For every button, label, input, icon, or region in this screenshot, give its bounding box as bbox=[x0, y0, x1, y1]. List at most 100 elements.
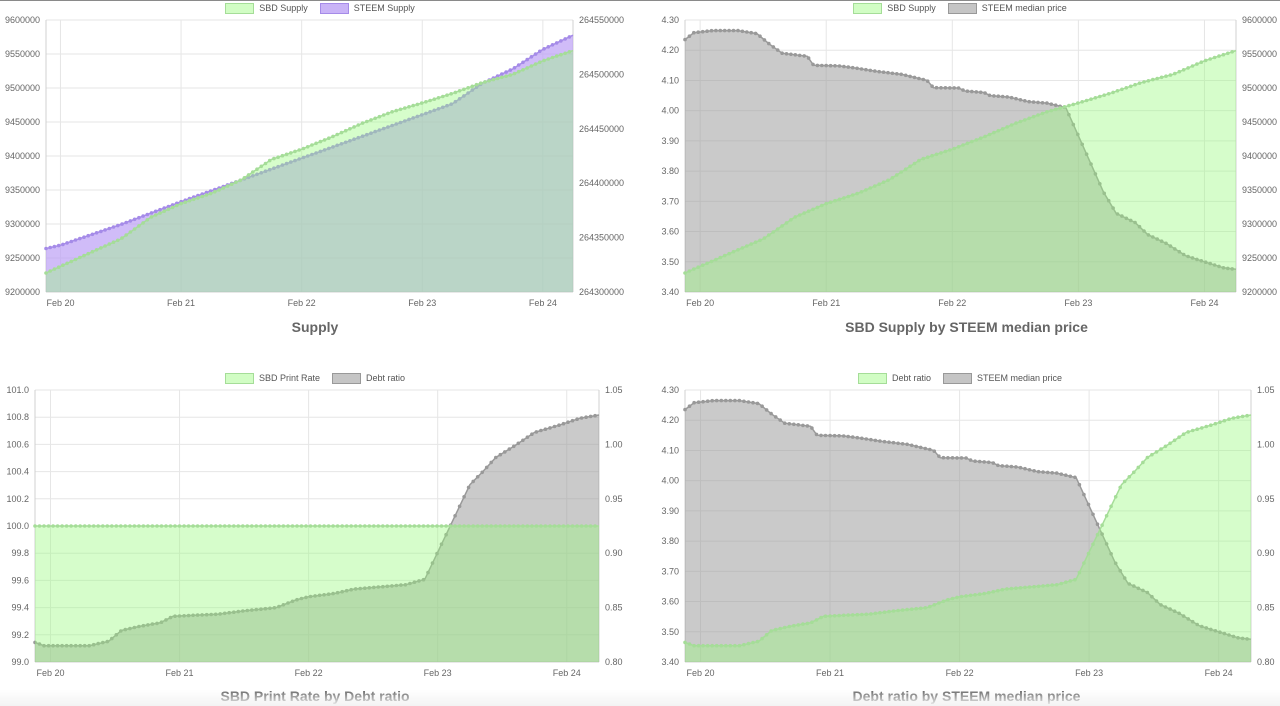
data-point bbox=[819, 615, 823, 620]
data-point bbox=[956, 86, 961, 90]
data-point bbox=[105, 524, 110, 528]
y-left-tick-label: 3.50 bbox=[661, 257, 679, 267]
data-point bbox=[1155, 76, 1159, 81]
data-point bbox=[48, 269, 52, 273]
data-point bbox=[137, 524, 141, 528]
data-point bbox=[961, 88, 965, 92]
data-point bbox=[1190, 64, 1195, 68]
data-point bbox=[579, 416, 584, 420]
legend-item[interactable]: STEEM median price bbox=[947, 2, 1067, 14]
data-point bbox=[339, 130, 344, 135]
y-left-tick-label: 9250000 bbox=[5, 253, 40, 263]
legend-item[interactable]: Debt ratio bbox=[332, 372, 405, 384]
data-point bbox=[742, 642, 746, 647]
y-left-tick-label: 3.60 bbox=[661, 597, 679, 607]
data-point bbox=[314, 151, 318, 155]
data-point bbox=[886, 178, 890, 183]
legend-item[interactable]: Debt ratio bbox=[857, 372, 931, 384]
data-point bbox=[218, 612, 222, 616]
data-point bbox=[87, 524, 91, 528]
data-point bbox=[1064, 473, 1068, 477]
data-point bbox=[1023, 99, 1027, 103]
data-point bbox=[1240, 414, 1245, 419]
data-point bbox=[588, 414, 593, 419]
data-point bbox=[408, 524, 412, 528]
data-point bbox=[453, 99, 458, 104]
data-point bbox=[833, 198, 837, 203]
data-point bbox=[123, 524, 128, 528]
data-point bbox=[1186, 66, 1190, 70]
data-point bbox=[950, 596, 955, 601]
data-point bbox=[182, 524, 186, 528]
data-point bbox=[146, 524, 150, 528]
data-point bbox=[796, 423, 801, 427]
data-point bbox=[1045, 101, 1049, 105]
data-point bbox=[579, 524, 584, 528]
data-point bbox=[683, 407, 687, 412]
data-point bbox=[179, 201, 183, 206]
legend-label: SBD Print Rate bbox=[258, 373, 320, 383]
data-point bbox=[946, 597, 950, 602]
data-point bbox=[268, 606, 272, 611]
data-point bbox=[1050, 471, 1054, 475]
data-point bbox=[484, 524, 489, 528]
y-right-tick-label: 0.95 bbox=[1257, 494, 1275, 504]
data-point bbox=[546, 45, 551, 49]
data-point bbox=[956, 145, 961, 149]
data-point bbox=[550, 43, 555, 47]
data-point bbox=[1177, 249, 1182, 254]
data-point bbox=[588, 524, 593, 528]
legend-item[interactable]: SBD Supply bbox=[225, 2, 308, 14]
y-left-tick-label: 99.8 bbox=[11, 548, 29, 558]
data-point bbox=[411, 103, 416, 108]
data-point bbox=[1093, 96, 1098, 100]
data-point bbox=[498, 524, 503, 528]
data-point bbox=[251, 170, 255, 174]
legend-item[interactable]: SBD Supply bbox=[853, 2, 936, 14]
data-point bbox=[466, 524, 471, 528]
data-point bbox=[281, 524, 286, 528]
data-point bbox=[91, 642, 96, 647]
data-point bbox=[187, 198, 192, 203]
data-point bbox=[449, 92, 454, 96]
data-point bbox=[771, 45, 776, 49]
data-point bbox=[740, 29, 745, 34]
legend-item[interactable]: SBD Print Rate bbox=[224, 372, 320, 384]
data-point bbox=[326, 592, 331, 596]
data-point bbox=[928, 447, 932, 452]
data-point bbox=[923, 446, 928, 451]
data-point bbox=[1141, 460, 1145, 465]
data-point bbox=[1040, 101, 1045, 105]
data-point bbox=[787, 422, 792, 426]
y-left-tick-label: 9550000 bbox=[5, 49, 40, 59]
data-point bbox=[232, 524, 236, 528]
data-point bbox=[538, 49, 542, 54]
data-point bbox=[445, 93, 449, 97]
data-point bbox=[503, 450, 507, 454]
data-point bbox=[749, 242, 753, 246]
data-point bbox=[1111, 206, 1115, 210]
data-point bbox=[1036, 469, 1041, 474]
data-point bbox=[372, 524, 376, 528]
chart-title: SBD Supply by STEEM median price bbox=[845, 319, 1088, 335]
data-point bbox=[1164, 74, 1168, 78]
data-point bbox=[521, 60, 525, 65]
data-point bbox=[552, 424, 557, 429]
legend-item[interactable]: STEEM Supply bbox=[319, 2, 415, 14]
data-point bbox=[1212, 55, 1217, 60]
data-point bbox=[991, 461, 996, 465]
data-point bbox=[150, 622, 155, 626]
legend-item[interactable]: STEEM median price bbox=[943, 372, 1062, 384]
data-point bbox=[82, 524, 87, 528]
data-point bbox=[453, 524, 457, 528]
data-point bbox=[305, 145, 310, 149]
data-point bbox=[982, 460, 986, 464]
x-tick-label: Feb 24 bbox=[553, 668, 581, 678]
data-point bbox=[1118, 568, 1122, 573]
data-point bbox=[221, 186, 226, 190]
data-point bbox=[965, 141, 970, 146]
data-point bbox=[204, 612, 209, 617]
data-point bbox=[1009, 95, 1014, 100]
data-point bbox=[168, 524, 173, 528]
data-point bbox=[542, 58, 546, 63]
